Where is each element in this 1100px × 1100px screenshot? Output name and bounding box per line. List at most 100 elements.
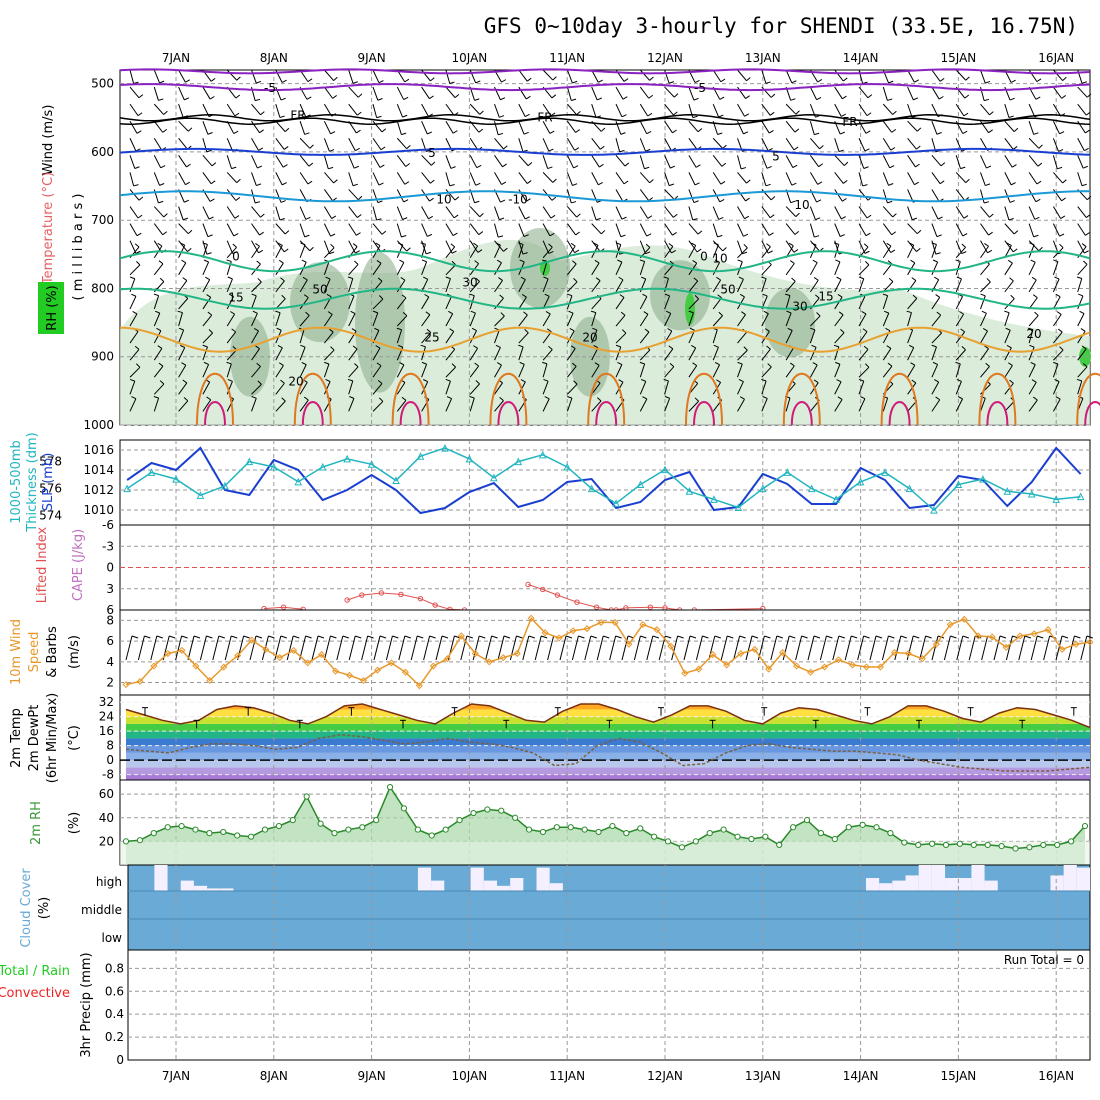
wind-barb [421,346,426,361]
wind-barb-flag [743,243,748,249]
rh2m-marker [400,805,408,812]
wind-barb-flag [931,242,937,245]
wind-barb-flag [519,361,525,365]
wind10-speed-marker [443,655,451,663]
thickness-marker [1027,489,1036,498]
wind-barb [785,347,794,361]
wind-barb [907,86,914,101]
wind10-barb-flag [751,635,759,639]
wind-barb-flag [525,95,531,100]
wind-barb-flag [357,93,363,98]
wind-barb-flag [862,328,868,333]
wind10-barb [385,635,393,661]
wind-barb-flag [811,344,817,348]
bottom-day-label: 15JAN [941,1069,977,1083]
wind-barb [1028,399,1038,412]
contour-label: 50 [720,282,735,296]
wind10-speed-marker [723,661,731,669]
wind10-speed-marker [1016,632,1024,640]
rh2m-tick: 40 [99,811,114,825]
wind-barb-flag [202,344,208,348]
wind-barb-flag [423,379,428,383]
wind-barb-flag [469,396,475,399]
wind-barb [202,121,209,135]
wind10-speed-marker [276,654,284,662]
wind-barb-flag [692,115,698,119]
wind-barb [591,206,597,221]
wind-barb-flag [351,328,357,332]
wind-barb [1028,279,1037,293]
wind-barb-flag [689,327,695,331]
wind-barb-flag [235,94,241,99]
wind10-barb [720,635,728,661]
lifted-index-line [263,606,304,610]
wind-barb-flag [1085,129,1090,134]
wind-barb [785,69,793,83]
wind-barb-flag [1007,362,1013,366]
temp-tick: 8 [106,739,114,753]
rh2m-tick: 20 [99,834,114,848]
wind10-barb-flag [181,635,188,639]
wind-barb [178,206,184,220]
wind-barb-flag [401,132,407,136]
wind-barb-flag [721,162,727,167]
contour-30-loop [790,401,813,426]
wind-barb-flag [762,396,768,399]
wind10-speed-marker [262,645,270,653]
wind-barb-flag [479,213,484,218]
wind10-barb-flag [479,635,486,639]
wind-barb [615,332,627,344]
wind-barb-flag [401,294,407,299]
rh2m-marker [637,825,644,832]
wind-barb-flag [330,346,335,351]
wind10-barb-flag [441,635,449,639]
rh2m-marker [220,828,227,836]
wind-barb-flag [622,96,628,100]
wind-barb [809,206,816,220]
wind-barb-flag [503,247,508,252]
wind-barb [542,69,554,81]
wind-barb-flag [664,293,670,297]
top-day-label: 8JAN [260,51,288,65]
wind-barb-flag [1059,131,1065,135]
wind-barb [980,263,990,276]
li-tick: -3 [102,539,114,553]
wind-barb-flag [576,213,581,218]
wind-barb [761,155,768,169]
wind10-barb-flag [243,635,250,639]
wind-barb [542,155,549,169]
bottom-day-label: 8JAN [260,1069,288,1083]
precip-tick: 0.8 [105,961,124,975]
wind10-barb-flag [776,635,783,639]
rh2m-marker [234,832,241,839]
wind-barb-flag [814,235,820,238]
wind-barb-flag [182,379,188,384]
wind-barb-flag [187,229,193,235]
wind-barb [129,331,139,344]
wind10-speed-marker [890,648,898,657]
wind-barb [639,363,646,378]
wind-barb-flag [254,98,261,102]
wind-barb-flag [181,362,187,366]
wind-barb [542,313,551,327]
wind-barb-flag [129,378,135,382]
wind-barb-flag [788,242,794,247]
thickness-line [126,447,1081,512]
wind10-barb-flag [863,635,870,639]
wind-barb-flag [889,165,895,169]
wind-barb-flag [208,216,214,220]
wind-barb [785,206,797,217]
wind-barb [761,278,767,293]
wind10-speed-marker [611,618,619,626]
wind-barb [299,315,310,327]
wind-barb-flag [668,243,674,247]
wind-barb [348,348,358,361]
wind-barb-flag [228,293,234,297]
wind-barb-flag [1083,260,1088,265]
wind-barb [712,223,719,238]
wind10-speed-marker [681,669,689,677]
wind-barb-flag [860,396,866,400]
wind-barb [591,400,602,412]
